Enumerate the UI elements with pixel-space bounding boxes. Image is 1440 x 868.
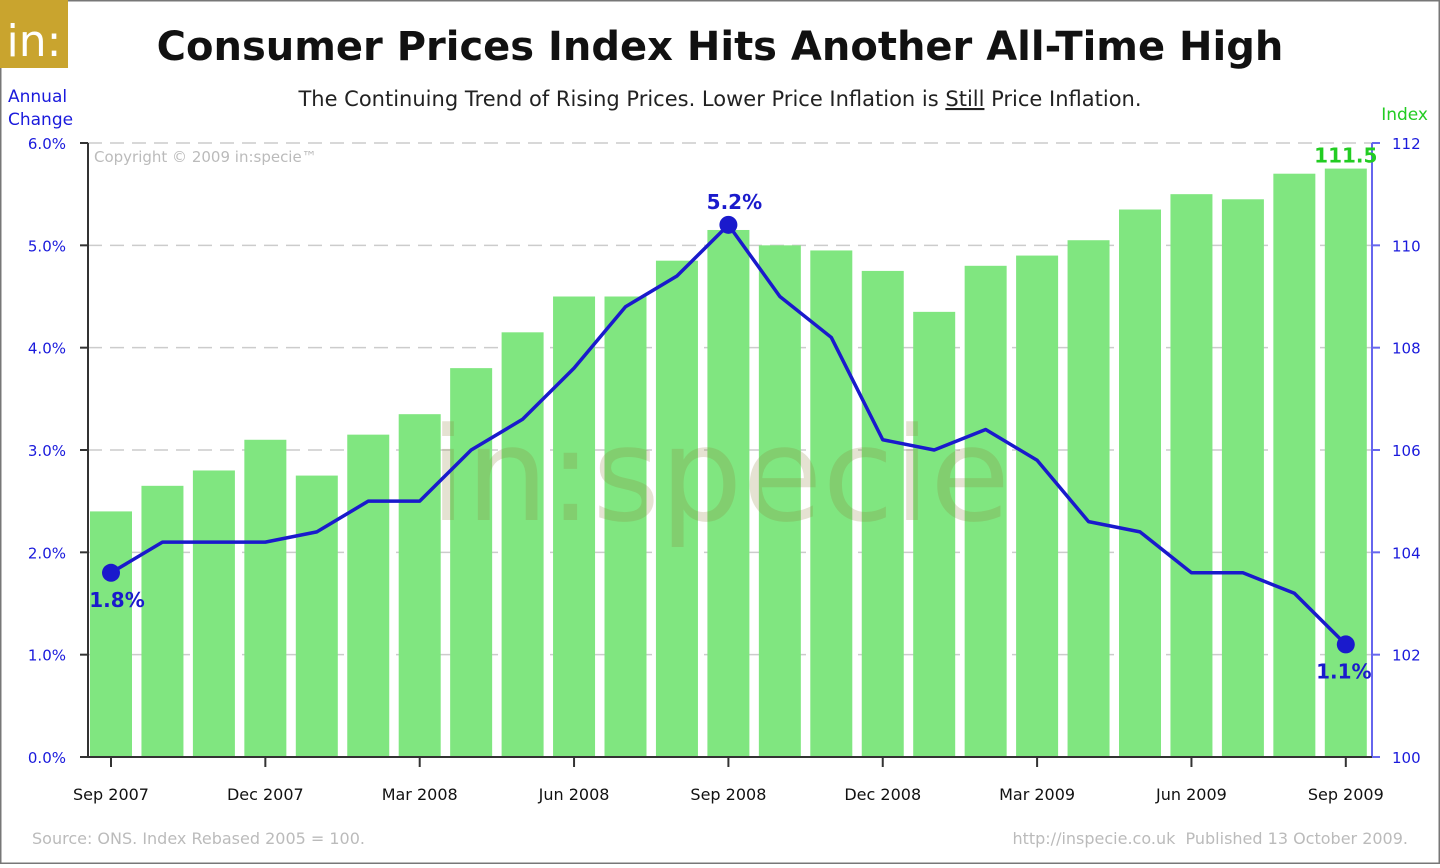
x-tick-label: Jun 2009 [1155,785,1227,804]
x-tick-label: Sep 2007 [73,785,149,804]
index-bar [1170,194,1213,757]
index-bar [604,296,647,757]
index-bar [192,470,235,757]
right-tick-label: 106 [1392,442,1421,460]
watermark: in:specie [430,399,1010,551]
left-tick-label: 5.0% [28,237,66,255]
x-tick-label: Jun 2008 [538,785,610,804]
x-tick-label: Mar 2008 [382,785,458,804]
bars [90,168,1367,758]
index-bar [398,414,441,757]
right-axis-label: Index [1381,105,1428,125]
right-tick-label: 110 [1392,237,1421,255]
annual-change-label: 1.1% [1316,659,1371,683]
left-tick-label: 6.0% [28,135,66,153]
index-bar [810,250,853,757]
x-tick-labels: Sep 2007 Dec 2007 Mar 2008 Jun 2008 Sep 2008… [73,757,1384,804]
x-tick-label: Sep 2008 [690,785,766,804]
index-bar [347,434,390,757]
logo-text: in: [7,16,62,67]
chart-title: Consumer Prices Index Hits Another All-T… [157,24,1284,70]
index-bar [1324,168,1367,758]
left-tick-label: 0.0% [28,749,66,767]
x-tick-label: Sep 2009 [1308,785,1384,804]
index-bar [758,245,801,758]
x-tick-label: Mar 2009 [999,785,1075,804]
right-tick-label: 100 [1392,749,1421,767]
index-bar [90,511,132,757]
index-bar [244,439,287,757]
annual-change-label: 1.8% [89,588,144,612]
annual-change-marker [102,563,120,582]
x-tick-label: Dec 2008 [844,785,921,804]
index-bar [450,368,493,757]
footer-source: Source: ONS. Index Rebased 2005 = 100. [32,829,365,848]
left-axis-label: Annual Change [8,87,73,130]
index-bar [861,270,904,757]
index-bar [295,475,338,757]
copyright: Copyright © 2009 in:specie™ [94,148,317,166]
index-bar [141,485,184,757]
chart-subtitle: The Continuing Trend of Rising Prices. L… [297,87,1141,111]
index-bar [655,260,698,757]
index-value-label: 111.5 [1314,144,1377,168]
annual-change-label: 5.2% [707,190,762,214]
index-bar [1273,173,1316,757]
index-bar [707,229,750,757]
right-tick-label: 104 [1392,544,1421,562]
right-tick-label: 102 [1392,647,1421,665]
index-bar [1067,240,1110,757]
index-bar [1221,199,1264,758]
left-tick-label: 2.0% [28,544,66,562]
index-bar [913,311,956,757]
index-bar [553,296,596,757]
footer-published: http://inspecie.co.uk Published 13 Octob… [1012,829,1408,848]
index-bar [1119,209,1161,757]
right-tick-label: 112 [1392,135,1421,153]
annual-change-marker [1336,635,1355,654]
index-bar [1016,255,1059,758]
x-tick-label: Dec 2007 [227,785,304,804]
logo [0,0,68,68]
left-tick-label: 1.0% [28,647,66,665]
left-tick-label: 3.0% [28,442,66,460]
left-tick-label: 4.0% [28,340,66,358]
annual-change-marker [719,215,738,234]
index-bar [964,265,1007,757]
annual-change-line: 1.8% 5.2% 1.1% 111.5 [89,144,1377,684]
right-tick-label: 108 [1392,340,1421,358]
axes: 0.0% 1.0% 2.0% 3.0% 4.0% 5.0% 6.0% 100 102 104 106… [28,135,1421,767]
